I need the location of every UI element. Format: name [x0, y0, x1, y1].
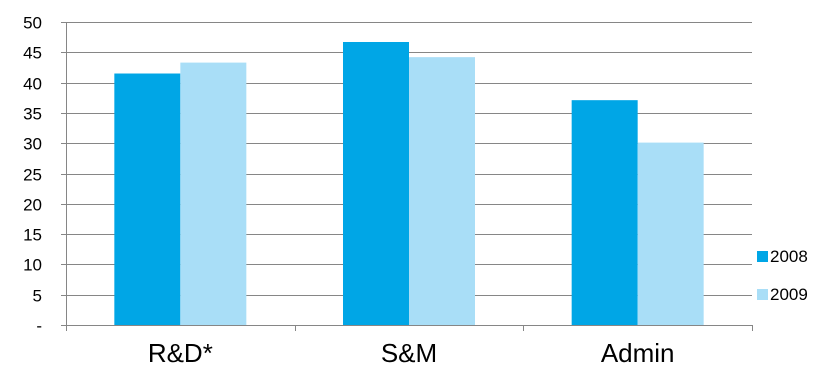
bar-2009-Admin: [637, 142, 704, 325]
bar-2008-Admin: [571, 100, 638, 325]
bar-2009-R&D*: [180, 62, 247, 326]
legend-label: 2008: [770, 247, 808, 266]
y-tick-labels: - 5 10 15 20 25 30 35 40 45 50: [23, 14, 42, 336]
x-category-label: R&D*: [148, 338, 213, 368]
y-tick-label: 20: [23, 196, 42, 215]
y-tick-label: 5: [33, 287, 42, 306]
legend: 2008 2009: [757, 247, 808, 304]
legend-label: 2009: [770, 285, 808, 304]
y-tick-label: 25: [23, 166, 42, 185]
axes: [61, 22, 753, 331]
y-tick-label: 10: [23, 256, 42, 275]
bar-2008-S&M: [343, 41, 409, 326]
bar-2008-R&D*: [114, 73, 181, 325]
legend-swatch-2009: [757, 289, 768, 300]
x-category-label: S&M: [381, 338, 437, 368]
bars: [114, 41, 704, 326]
y-tick-label: 30: [23, 135, 42, 154]
y-tick-label: -: [36, 317, 42, 336]
y-tick-label: 35: [23, 105, 42, 124]
bar-2009-S&M: [409, 57, 475, 325]
x-category-label: Admin: [601, 338, 675, 368]
x-category-labels: R&D* S&M Admin: [148, 338, 675, 368]
legend-swatch-2008: [757, 251, 768, 262]
y-tick-label: 50: [23, 14, 42, 33]
y-tick-label: 15: [23, 226, 42, 245]
y-tick-label: 45: [23, 44, 42, 63]
y-tick-label: 40: [23, 75, 42, 94]
